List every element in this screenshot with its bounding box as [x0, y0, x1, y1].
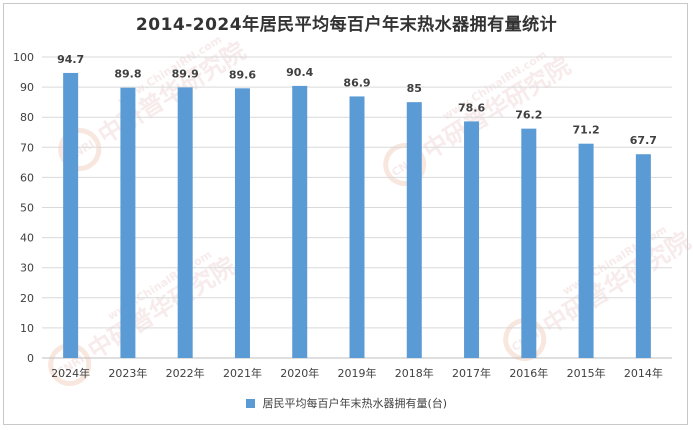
x-tick-label: 2023年 [108, 366, 147, 380]
bar [464, 121, 480, 358]
watermark-cn-text: 中研普华研究院 [538, 227, 693, 340]
y-tick-label: 30 [20, 262, 34, 275]
gridlines [42, 56, 672, 359]
bar [349, 96, 365, 358]
data-label: 90.4 [286, 66, 313, 79]
y-tick-label: 40 [20, 232, 34, 245]
x-tick-label: 2015年 [567, 366, 606, 380]
x-axis-ticks: 2024年 2023年 2022年 2021年 2020年 2019年 2018年 2017年… [51, 366, 663, 380]
data-label: 89.6 [229, 68, 256, 81]
data-label: 86.9 [343, 76, 370, 89]
watermark-cn-text: 中研普华研究院 [83, 252, 240, 365]
data-label: 85 [407, 82, 422, 95]
x-tick-label: 2019年 [338, 366, 377, 380]
data-label: 78.6 [458, 101, 485, 114]
data-label: 89.9 [172, 67, 199, 80]
x-tick-label: 2014年 [624, 366, 663, 380]
bar [635, 154, 651, 358]
y-tick-label: 50 [20, 202, 34, 215]
y-tick-label: 60 [20, 171, 34, 184]
x-tick-label: 2018年 [395, 366, 434, 380]
chart-legend: 居民平均每百户年末热水器拥有量(台) [0, 395, 693, 411]
y-tick-label: 10 [20, 322, 34, 335]
bar [406, 102, 422, 359]
bar [292, 85, 308, 359]
x-tick-label: 2021年 [223, 366, 262, 380]
data-label: 89.8 [114, 68, 141, 81]
data-label: 94.7 [57, 53, 84, 66]
bar [63, 72, 79, 358]
data-labels: 94.7 89.8 89.9 89.6 90.4 86.9 85 78.6 76.2 71.2 67… [57, 53, 657, 147]
bar-series [63, 72, 651, 359]
bar [120, 87, 136, 359]
x-tick-label: 2020年 [280, 366, 319, 380]
y-tick-label: 20 [20, 292, 34, 305]
y-axis-ticks: 0 10 20 30 40 50 60 70 80 90 100 [13, 51, 34, 365]
data-label: 67.7 [630, 134, 657, 147]
bar [177, 87, 193, 358]
y-tick-label: 80 [20, 111, 34, 124]
bar [578, 143, 594, 358]
data-label: 76.2 [515, 109, 542, 122]
x-tick-label: 2017年 [452, 366, 491, 380]
chart-title: 2014-2024年居民平均每百户年末热水器拥有量统计 [135, 15, 558, 35]
x-tick-label: 2024年 [51, 366, 90, 380]
watermark-cn-text: 中研普华研究院 [93, 37, 250, 150]
x-tick-label: 2016年 [509, 366, 548, 380]
bar [521, 128, 537, 358]
legend-swatch [245, 398, 255, 408]
watermark-logo-circle [48, 343, 92, 387]
x-tick-label: 2022年 [166, 366, 205, 380]
y-tick-label: 90 [20, 81, 34, 94]
bar [234, 88, 250, 358]
data-label: 71.2 [573, 124, 600, 137]
y-tick-label: 0 [27, 352, 34, 365]
chart-frame [3, 3, 688, 425]
y-tick-label: 100 [13, 51, 34, 64]
legend-label: 居民平均每百户年末热水器拥有量(台) [262, 397, 448, 410]
y-tick-label: 70 [20, 141, 34, 154]
